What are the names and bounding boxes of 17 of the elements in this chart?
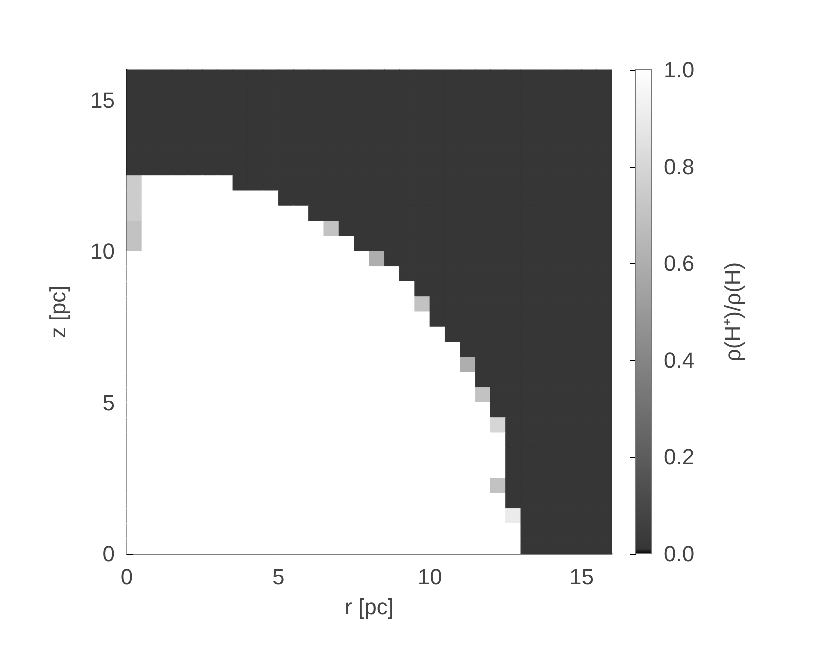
color-bar-label: 0.2 [664, 444, 695, 470]
color-bar-label: 0.0 [664, 542, 695, 566]
x-tick-label: 15 [569, 564, 594, 590]
x-tick-label: 10 [418, 564, 442, 590]
y-tick-label: 5 [102, 390, 115, 416]
color-bar-label: 0.8 [664, 154, 695, 180]
y-tick-label: 15 [90, 88, 115, 113]
x-tick-label: 0 [120, 564, 134, 590]
y-axis-title: z [pc] [46, 286, 70, 338]
color-bar-label: 1.0 [664, 58, 695, 82]
y-tick-label: 0 [102, 542, 115, 566]
x-axis-title: r [pc] [345, 594, 394, 620]
x-tick-label: 5 [272, 564, 285, 590]
color-bar-label: 0.4 [664, 348, 695, 373]
y-tick-label: 10 [90, 239, 115, 264]
color-bar-title: ρ(H⁺)/ρ(H) [720, 262, 746, 362]
color-bar-label: 0.6 [664, 251, 695, 276]
